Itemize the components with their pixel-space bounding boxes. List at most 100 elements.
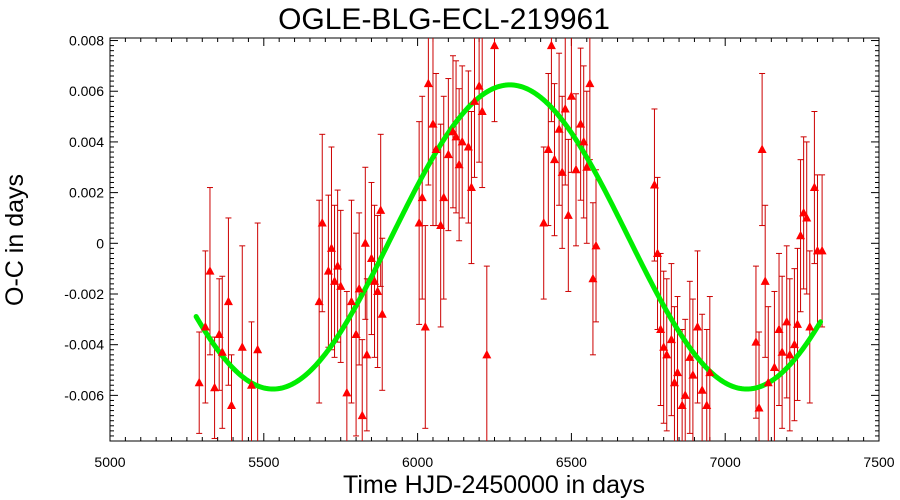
data-point — [754, 403, 764, 412]
data-point — [227, 400, 237, 410]
data-point — [443, 149, 453, 159]
data-point — [576, 119, 586, 128]
x-axis-label: Time HJD-2450000 in days — [343, 471, 645, 499]
y-tick-label: 0.006 — [69, 83, 104, 99]
data-point — [760, 276, 770, 285]
x-tick-label: 7500 — [863, 454, 894, 470]
data-point — [571, 164, 581, 174]
data-point — [563, 210, 573, 219]
data-point — [463, 141, 473, 151]
data-point — [557, 167, 567, 176]
data-point — [360, 238, 370, 247]
data-point — [482, 349, 492, 359]
data-point — [659, 342, 669, 351]
data-point — [370, 276, 380, 285]
data-point — [757, 144, 767, 154]
data-point — [796, 230, 806, 240]
data-point — [702, 400, 712, 410]
x-tick-label: 6500 — [556, 454, 587, 470]
data-point — [546, 40, 556, 50]
data-point — [579, 136, 589, 146]
data-point — [560, 103, 570, 113]
x-tick-label: 5500 — [248, 454, 279, 470]
data-point — [314, 296, 324, 306]
x-tick-label: 7000 — [710, 454, 741, 470]
data-point — [210, 382, 220, 392]
y-tick-label: -0.002 — [64, 286, 104, 302]
data-point — [439, 192, 449, 202]
data-point — [549, 154, 559, 164]
data-point — [649, 180, 659, 189]
data-point — [554, 124, 564, 133]
data-point — [751, 337, 761, 346]
data-point — [246, 380, 256, 389]
data-point — [362, 349, 372, 359]
data-point — [566, 91, 576, 100]
data-point — [782, 316, 792, 326]
data-point — [792, 319, 802, 328]
data-point — [457, 136, 467, 146]
y-tick-label: 0.004 — [69, 134, 104, 150]
data-point — [591, 240, 601, 250]
data-point — [693, 321, 703, 331]
data-point — [417, 192, 427, 202]
data-point — [330, 276, 340, 285]
data-points — [194, 40, 827, 420]
data-point — [414, 218, 424, 227]
data-point — [582, 162, 592, 171]
data-point — [317, 218, 327, 227]
chart-title: OGLE-BLG-ECL-219961 — [278, 3, 610, 36]
data-point — [454, 159, 464, 169]
data-point — [666, 334, 676, 344]
data-point — [817, 245, 827, 255]
data-point — [253, 344, 263, 354]
data-point — [809, 182, 819, 192]
data-point — [217, 347, 227, 356]
x-axis: 5000 5500 6000 6500 7000 7500 — [94, 38, 895, 470]
data-point — [677, 400, 687, 410]
x-tick-label: 5000 — [94, 454, 125, 470]
data-point — [697, 385, 707, 394]
data-point — [490, 40, 499, 50]
data-point — [366, 253, 376, 263]
error-bars — [196, 38, 826, 441]
data-point — [653, 248, 663, 257]
data-point — [223, 296, 233, 306]
data-point — [200, 321, 210, 331]
data-point — [214, 329, 224, 339]
data-point — [669, 377, 679, 387]
data-point — [466, 182, 476, 192]
data-point — [769, 362, 779, 371]
data-point — [656, 324, 666, 333]
data-point — [777, 347, 787, 356]
data-point — [448, 126, 458, 136]
data-point — [373, 286, 383, 295]
data-point — [585, 78, 595, 88]
data-point — [799, 207, 809, 217]
data-point — [774, 324, 784, 333]
data-point — [194, 377, 204, 387]
data-point — [763, 377, 773, 387]
y-tick-label: 0.008 — [69, 33, 104, 49]
data-point — [326, 243, 336, 252]
data-point — [474, 81, 484, 90]
data-point — [802, 212, 812, 222]
fit-curve — [193, 82, 824, 392]
data-point — [354, 283, 364, 293]
data-point — [333, 261, 343, 270]
y-tick-label: 0 — [96, 235, 104, 251]
data-point — [237, 342, 247, 351]
data-point — [477, 106, 487, 116]
data-point — [376, 205, 386, 214]
data-point — [705, 367, 715, 377]
y-axis-label: O-C in days — [1, 174, 29, 306]
data-point — [789, 339, 799, 349]
data-point — [346, 296, 356, 306]
data-point — [680, 390, 690, 399]
data-point — [428, 119, 438, 128]
data-point — [785, 349, 795, 359]
data-point — [685, 352, 695, 361]
data-point — [805, 321, 815, 331]
data-point — [423, 78, 433, 88]
